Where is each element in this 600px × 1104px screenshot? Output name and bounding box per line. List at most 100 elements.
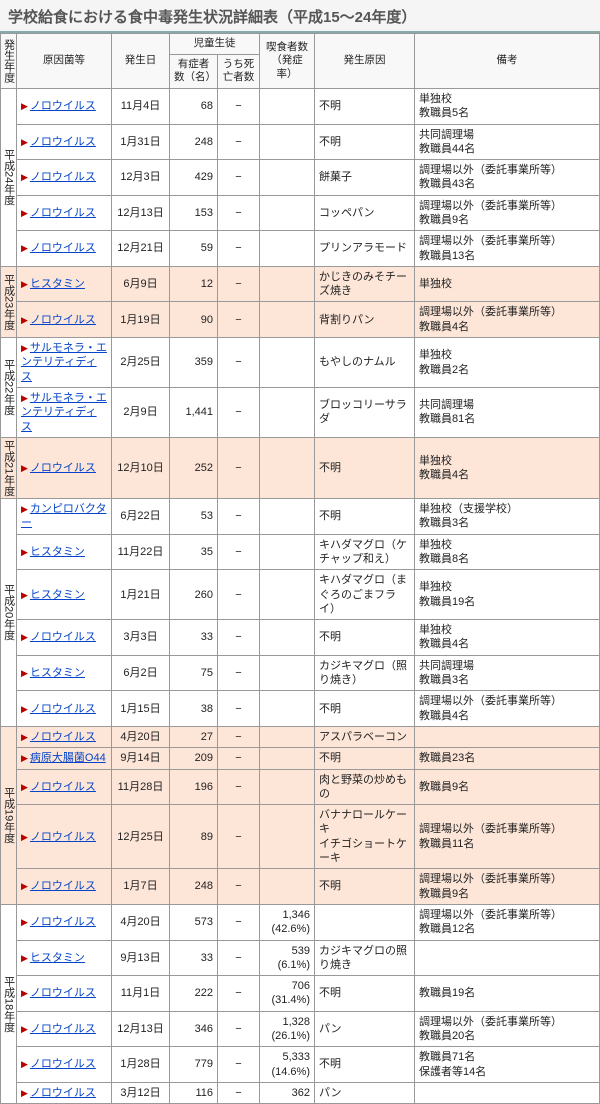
cause-link[interactable]: 病原大腸菌O44 [30,752,106,764]
year-cell: 平成19年度 [1,726,17,904]
cause-link[interactable]: ヒスタミン [30,667,85,679]
patients-cell: 68 [170,88,218,124]
table-body: 平成24年度▶ノロウイルス11月4日68−不明単独校教職員5名▶ノロウイルス1月… [1,88,600,1103]
cause-link[interactable]: ノロウイルス [30,781,96,793]
marker-icon: ▶ [21,463,28,473]
patients-cell: 260 [170,570,218,620]
table-row: ▶ヒスタミン6月2日75−カジキマグロ（照り焼き）共同調理場教職員3名 [1,655,600,691]
cause-link[interactable]: ノロウイルス [30,631,96,643]
table-row: 平成24年度▶ノロウイルス11月4日68−不明単独校教職員5名 [1,88,600,124]
patients-cell: 35 [170,534,218,570]
table-row: 平成20年度▶カンピロバクター6月22日53−不明単独校（支援学校）教職員3名 [1,499,600,535]
page-title: 学校給食における食中毒発生状況詳細表（平成15～24年度） [0,0,600,33]
date-cell: 11月22日 [112,534,170,570]
patients-cell: 12 [170,266,218,302]
table-row: 平成23年度▶ヒスタミン6月9日12−かじきのみそチーズ焼き単独校 [1,266,600,302]
cause-link[interactable]: ヒスタミン [30,546,85,558]
cause-link[interactable]: ノロウイルス [30,987,96,999]
cause-link[interactable]: ノロウイルス [30,136,96,148]
cause-link[interactable]: ノロウイルス [30,462,96,474]
eaters-cell [260,437,315,498]
cause-cell: ▶ノロウイルス [17,620,112,656]
origin-cell: 不明 [315,748,415,769]
note-cell: 単独校教職員8名 [415,534,600,570]
marker-icon: ▶ [21,1024,28,1034]
note-cell: 単独校教職員2名 [415,338,600,388]
eaters-cell [260,499,315,535]
eaters-cell [260,160,315,196]
note-cell: 調理場以外（委託事業所等）教職員43名 [415,160,600,196]
cause-link[interactable]: ノロウイルス [30,242,96,254]
th-note: 備考 [415,34,600,89]
cause-link[interactable]: ノロウイルス [30,731,96,743]
cause-link[interactable]: サルモネラ・エンテリティディス [21,342,107,383]
deaths-cell: − [218,570,260,620]
patients-cell: 33 [170,940,218,976]
marker-icon: ▶ [21,279,28,289]
cause-link[interactable]: サルモネラ・エンテリティディス [21,392,107,433]
cause-link[interactable]: カンピロバクター [21,503,106,529]
cause-cell: ▶ヒスタミン [17,570,112,620]
cause-cell: ▶ノロウイルス [17,1047,112,1083]
cause-cell: ▶病原大腸菌O44 [17,748,112,769]
th-year: 発生年度 [1,34,17,89]
th-cause: 原因菌等 [17,34,112,89]
deaths-cell: − [218,769,260,805]
table-row: ▶ノロウイルス1月7日248−不明調理場以外（委託事業所等）教職員9名 [1,869,600,905]
table-row: 平成21年度▶ノロウイルス12月10日252−不明単独校教職員4名 [1,437,600,498]
date-cell: 12月10日 [112,437,170,498]
cause-link[interactable]: ノロウイルス [30,1087,96,1099]
eaters-cell: 362 [260,1082,315,1103]
table-row: ▶ノロウイルス11月1日222−706(31.4%)不明教職員19名 [1,976,600,1012]
eaters-cell [260,302,315,338]
eaters-cell [260,338,315,388]
note-cell [415,726,600,747]
cause-link[interactable]: ノロウイルス [30,207,96,219]
cause-link[interactable]: ノロウイルス [30,703,96,715]
cause-link[interactable]: ノロウイルス [30,314,96,326]
year-cell: 平成23年度 [1,266,17,337]
note-cell: 調理場以外（委託事業所等）教職員11名 [415,805,600,869]
marker-icon: ▶ [21,732,28,742]
note-cell: 調理場以外（委託事業所等）教職員13名 [415,231,600,267]
cause-link[interactable]: ノロウイルス [30,916,96,928]
note-cell: 教職員23名 [415,748,600,769]
eaters-cell [260,805,315,869]
eaters-cell: 5,333(14.6%) [260,1047,315,1083]
date-cell: 1月19日 [112,302,170,338]
cause-link[interactable]: ノロウイルス [30,171,96,183]
deaths-cell: − [218,620,260,656]
marker-icon: ▶ [21,1088,28,1098]
cause-link[interactable]: ノロウイルス [30,100,96,112]
cause-link[interactable]: ヒスタミン [30,278,85,290]
origin-cell: 不明 [315,620,415,656]
cause-link[interactable]: ヒスタミン [30,589,85,601]
cause-link[interactable]: ノロウイルス [30,1023,96,1035]
date-cell: 6月9日 [112,266,170,302]
patients-cell: 196 [170,769,218,805]
cause-cell: ▶ノロウイルス [17,124,112,160]
deaths-cell: − [218,266,260,302]
date-cell: 4月20日 [112,726,170,747]
deaths-cell: − [218,805,260,869]
eaters-cell [260,88,315,124]
note-cell: 教職員71名保護者等14名 [415,1047,600,1083]
eaters-cell [260,231,315,267]
cause-link[interactable]: ヒスタミン [30,952,85,964]
table-row: 平成18年度▶ノロウイルス4月20日573−1,346(42.6%)調理場以外（… [1,904,600,940]
cause-link[interactable]: ノロウイルス [30,880,96,892]
eaters-cell [260,195,315,231]
cause-link[interactable]: ノロウイルス [30,831,96,843]
marker-icon: ▶ [21,668,28,678]
note-cell: 単独校教職員4名 [415,620,600,656]
note-cell: 調理場以外（委託事業所等）教職員20名 [415,1011,600,1047]
table-row: ▶ノロウイルス12月13日346−1,328(26.1%)パン調理場以外（委託事… [1,1011,600,1047]
origin-cell: コッペパン [315,195,415,231]
eaters-cell [260,124,315,160]
eaters-cell [260,655,315,691]
deaths-cell: − [218,437,260,498]
origin-cell: 背割りパン [315,302,415,338]
cause-link[interactable]: ノロウイルス [30,1058,96,1070]
table-row: ▶ノロウイルス12月21日59−プリンアラモード調理場以外（委託事業所等）教職員… [1,231,600,267]
marker-icon: ▶ [21,881,28,891]
